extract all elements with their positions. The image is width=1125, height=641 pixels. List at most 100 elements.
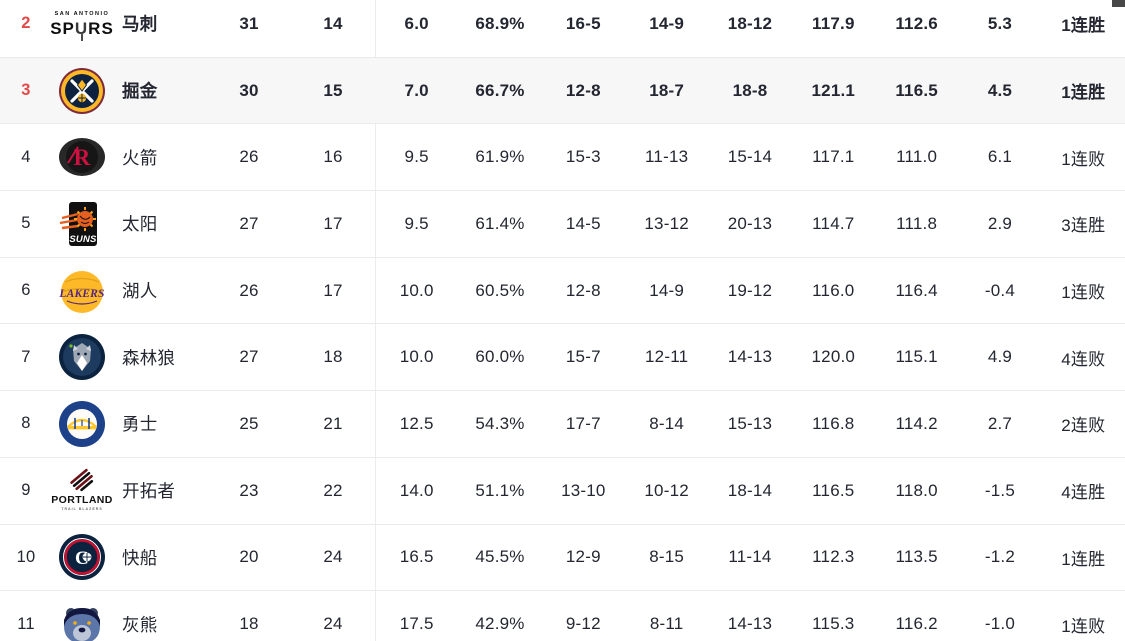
stat-wins: 20 bbox=[239, 547, 259, 567]
stat-points-for: 114.7 bbox=[812, 213, 855, 233]
grizzlies-logo-icon[interactable] bbox=[58, 600, 106, 641]
table-row[interactable]: 11 灰熊 18 24 17.5 42.9% 9-12 8-11 14-13 115.3 116… bbox=[0, 591, 1125, 641]
rockets-logo-icon[interactable]: R bbox=[58, 133, 106, 181]
stat-games-behind: 10.0 bbox=[399, 347, 434, 367]
svg-text:TRAIL BLAZERS: TRAIL BLAZERS bbox=[61, 507, 102, 511]
stat-wins: 18 bbox=[239, 614, 259, 634]
stat-streak: 1连胜 bbox=[1061, 83, 1106, 103]
rank-cell: 11 bbox=[17, 614, 35, 633]
timberwolves-logo-icon[interactable] bbox=[58, 333, 106, 381]
stat-losses: 17 bbox=[323, 213, 343, 233]
team-name[interactable]: 快船 bbox=[122, 547, 158, 568]
team-name[interactable]: 火箭 bbox=[122, 147, 158, 168]
stat-points-against: 115.1 bbox=[895, 347, 938, 367]
team-logo-cell[interactable]: LAKERS bbox=[52, 267, 112, 315]
table-row[interactable]: 3 掘金 30 15 7.0 66.7% 12-8 18-7 18-8 121.1 116.5 4… bbox=[0, 57, 1125, 125]
stat-points-against: 113.5 bbox=[895, 547, 938, 567]
team-name[interactable]: 湖人 bbox=[122, 281, 158, 302]
stat-wins: 26 bbox=[239, 147, 259, 167]
stat-road-record: 11-13 bbox=[645, 147, 689, 167]
team-logo-cell[interactable] bbox=[52, 67, 112, 115]
team-name[interactable]: 太阳 bbox=[122, 214, 158, 235]
team-logo-cell[interactable] bbox=[52, 400, 112, 448]
stat-games-behind: 16.5 bbox=[399, 547, 434, 567]
stat-streak: 4连胜 bbox=[1061, 483, 1106, 503]
team-name[interactable]: 掘金 bbox=[122, 81, 158, 102]
stat-road-record: 14-9 bbox=[649, 280, 685, 300]
spurs-logo-icon[interactable]: SAN ANTONIO SPURS bbox=[51, 4, 113, 44]
stat-road-record: 10-12 bbox=[644, 480, 689, 500]
table-row[interactable]: 2 SAN ANTONIO SPURS 马刺 31 14 6.0 68.9% 16-5 1… bbox=[0, 0, 1125, 58]
stat-points-for: 121.1 bbox=[811, 80, 856, 100]
team-logo-cell[interactable]: SAN ANTONIO SPURS bbox=[51, 4, 113, 44]
stat-points-for: 116.0 bbox=[812, 280, 855, 300]
stat-win-pct: 51.1% bbox=[475, 480, 525, 500]
table-row[interactable]: 10 C 快船 20 24 16.5 45.5% 12-9 8-15 11-14 112.3 1… bbox=[0, 525, 1125, 592]
stat-win-pct: 61.9% bbox=[475, 147, 525, 167]
stat-win-pct: 68.9% bbox=[475, 13, 525, 33]
table-row[interactable]: 9 PORTLAND TRAIL BLAZERS 开拓者 23 22 14.0 51.… bbox=[0, 458, 1125, 525]
stat-division-record: 15-13 bbox=[727, 413, 773, 433]
stat-home-record: 13-10 bbox=[561, 480, 606, 500]
scrollbar-thumb[interactable] bbox=[1112, 0, 1125, 7]
suns-logo-icon[interactable]: SUNS bbox=[58, 200, 106, 248]
stat-wins: 31 bbox=[239, 13, 259, 33]
svg-text:LAKERS: LAKERS bbox=[58, 288, 104, 300]
team-name[interactable]: 灰熊 bbox=[122, 614, 158, 635]
clippers-logo-icon[interactable]: C bbox=[58, 533, 106, 581]
team-logo-cell[interactable]: C bbox=[52, 533, 112, 581]
team-logo-cell[interactable]: R bbox=[52, 133, 112, 181]
stat-wins: 30 bbox=[239, 80, 259, 100]
stat-home-record: 16-5 bbox=[565, 13, 601, 33]
stat-losses: 18 bbox=[323, 347, 343, 367]
team-name[interactable]: 开拓者 bbox=[122, 481, 176, 502]
stat-points-against: 116.4 bbox=[895, 280, 938, 300]
blazers-logo-icon[interactable]: PORTLAND TRAIL BLAZERS bbox=[51, 467, 113, 515]
lakers-logo-icon[interactable]: LAKERS bbox=[57, 267, 107, 315]
stat-losses: 24 bbox=[323, 547, 343, 567]
rank-cell: 7 bbox=[21, 347, 31, 366]
rank-cell: 8 bbox=[21, 414, 31, 433]
warriors-logo-icon[interactable] bbox=[58, 400, 106, 448]
table-row[interactable]: 7 森林狼 27 18 10.0 60.0% 15-7 12-11 14-13 120.0 11… bbox=[0, 324, 1125, 392]
stat-points-for: 116.8 bbox=[812, 413, 855, 433]
stat-wins: 26 bbox=[239, 280, 259, 300]
table-row[interactable]: 6 LAKERS 湖人 26 17 10.0 60.5% 12-8 14-9 19-12 11… bbox=[0, 258, 1125, 325]
stat-point-diff: -0.4 bbox=[984, 280, 1015, 300]
stat-games-behind: 7.0 bbox=[404, 80, 429, 100]
stat-wins: 27 bbox=[239, 347, 259, 367]
team-logo-cell[interactable]: PORTLAND TRAIL BLAZERS bbox=[51, 467, 113, 515]
svg-text:SUNS: SUNS bbox=[69, 234, 97, 245]
team-logo-cell[interactable] bbox=[52, 333, 112, 381]
column-divider bbox=[375, 0, 376, 641]
stat-road-record: 8-15 bbox=[649, 547, 685, 567]
stat-home-record: 15-7 bbox=[565, 347, 601, 367]
stat-points-for: 112.3 bbox=[812, 547, 855, 567]
stat-losses: 15 bbox=[323, 80, 343, 100]
team-name[interactable]: 勇士 bbox=[122, 414, 158, 435]
team-name[interactable]: 马刺 bbox=[122, 14, 158, 35]
stat-games-behind: 6.0 bbox=[404, 13, 429, 33]
stat-points-for: 117.1 bbox=[812, 147, 855, 167]
table-row[interactable]: 5 SUNS 太阳 27 17 9.5 61.4% 14-5 13-12 20-13 114.… bbox=[0, 191, 1125, 258]
team-name[interactable]: 森林狼 bbox=[122, 347, 176, 368]
team-logo-cell[interactable]: SUNS bbox=[52, 200, 112, 248]
stat-division-record: 18-12 bbox=[727, 13, 773, 33]
stat-road-record: 13-12 bbox=[644, 213, 689, 233]
stat-losses: 16 bbox=[323, 147, 343, 167]
stat-losses: 24 bbox=[323, 614, 343, 634]
stat-streak: 3连胜 bbox=[1061, 216, 1106, 236]
stat-win-pct: 60.5% bbox=[475, 280, 525, 300]
stat-road-record: 8-11 bbox=[649, 614, 684, 634]
table-row[interactable]: 8 勇士 25 21 12.5 54.3% 17-7 8-14 15-13 116.8 114.… bbox=[0, 391, 1125, 458]
stat-wins: 25 bbox=[239, 413, 259, 433]
team-logo-cell[interactable] bbox=[52, 600, 112, 641]
svg-text:SAN ANTONIO: SAN ANTONIO bbox=[55, 11, 110, 17]
stat-road-record: 14-9 bbox=[649, 13, 685, 33]
nuggets-logo-icon[interactable] bbox=[58, 67, 106, 115]
stat-games-behind: 9.5 bbox=[404, 147, 429, 167]
stat-points-against: 116.5 bbox=[895, 80, 938, 100]
stat-streak: 1连败 bbox=[1061, 149, 1106, 169]
stat-points-against: 111.8 bbox=[896, 213, 938, 233]
table-row[interactable]: 4 R 火箭 26 16 9.5 61.9% 15-3 11-13 15-14 117.1 11… bbox=[0, 124, 1125, 192]
